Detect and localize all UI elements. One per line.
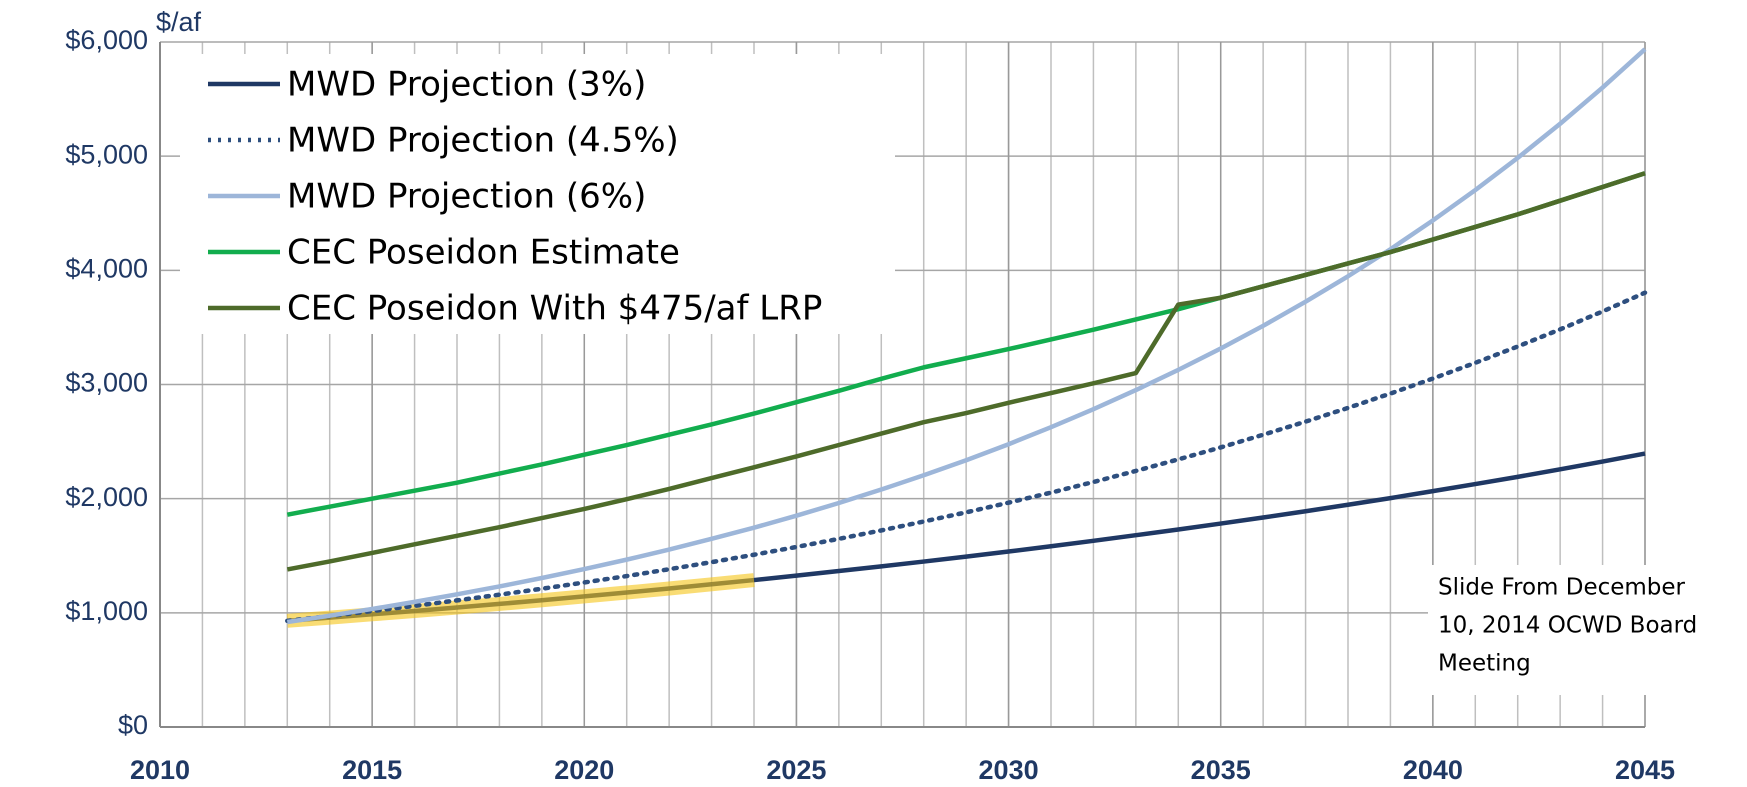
x-tick-label: 2045 xyxy=(1615,755,1675,785)
highlight-segment xyxy=(668,577,713,596)
legend-label: CEC Poseidon Estimate xyxy=(287,233,680,273)
legend-label: CEC Poseidon With $475/af LRP xyxy=(287,289,822,329)
y-tick-label: $3,000 xyxy=(65,368,148,398)
highlight-segment xyxy=(498,593,543,611)
annotation-text: Slide From December xyxy=(1438,575,1686,601)
y-axis-label: $/af xyxy=(156,7,202,37)
x-tick-label: 2040 xyxy=(1403,755,1463,785)
highlight-segment xyxy=(413,600,458,618)
annotation-text: 10, 2014 OCWD Board xyxy=(1438,613,1697,639)
annotation: Slide From December 10, 2014 OCWD Board Me… xyxy=(1428,565,1743,695)
y-tick-label: $1,000 xyxy=(65,596,148,626)
x-tick-label: 2015 xyxy=(342,755,402,785)
series-line xyxy=(285,290,1648,624)
highlight xyxy=(286,573,755,628)
y-tick-label: $0 xyxy=(118,710,148,740)
y-tick-label: $4,000 xyxy=(65,253,148,283)
series-line xyxy=(286,171,1646,572)
x-tick-label: 2025 xyxy=(766,755,826,785)
legend-box xyxy=(180,54,895,334)
series-line xyxy=(286,47,1647,625)
y-tick-label: $6,000 xyxy=(65,25,148,55)
highlight-segment xyxy=(626,581,670,600)
x-tick-label: 2035 xyxy=(1191,755,1251,785)
highlight-segment xyxy=(583,585,628,604)
legend-label: MWD Projection (6%) xyxy=(287,177,646,217)
y-tick-label: $2,000 xyxy=(65,482,148,512)
annotation-text: Meeting xyxy=(1438,651,1531,677)
x-tick-label: 2010 xyxy=(130,755,190,785)
y-tick-label: $5,000 xyxy=(65,139,148,169)
legend-label: MWD Projection (4.5%) xyxy=(287,121,679,161)
highlight-segment xyxy=(456,596,501,615)
legend-label: MWD Projection (3%) xyxy=(287,65,646,105)
annotation-box xyxy=(1428,565,1743,695)
highlight-segment xyxy=(710,573,755,592)
legend: MWD Projection (3%) MWD Projection (4.5%)… xyxy=(180,54,895,334)
highlight-segment xyxy=(371,604,416,622)
x-tick-label: 2030 xyxy=(979,755,1039,785)
highlight-segment xyxy=(541,589,585,608)
x-tick-label: 2020 xyxy=(554,755,614,785)
